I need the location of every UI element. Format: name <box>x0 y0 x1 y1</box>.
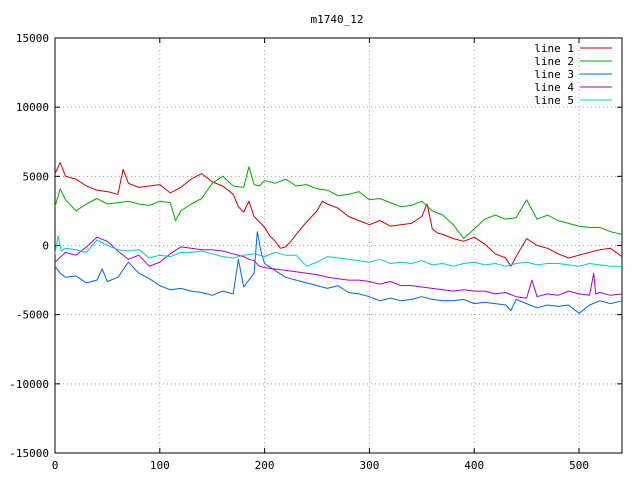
grid-lines <box>55 38 622 453</box>
series-line-3 <box>54 231 623 314</box>
x-tick-label: 500 <box>569 459 589 472</box>
y-tick-label: -5000 <box>16 309 49 322</box>
legend-label-2: line 2 <box>534 55 574 68</box>
legend-label-1: line 1 <box>534 42 574 55</box>
y-tick-label: 5000 <box>23 170 50 183</box>
y-tick-label: 10000 <box>16 101 49 114</box>
x-tick-label: 200 <box>255 459 275 472</box>
x-tick-label: 0 <box>52 459 59 472</box>
series-line-5 <box>54 235 622 267</box>
axes: 0 100 200 300 400 500 -15000 -10000 -5000 0 5000 10… <box>9 32 623 472</box>
legend-label-3: line 3 <box>534 68 574 81</box>
x-tick-label: 400 <box>464 459 484 472</box>
x-tick-label: 100 <box>150 459 170 472</box>
chart-title: m1740_12 <box>311 13 364 26</box>
y-tick-label: -15000 <box>9 447 49 460</box>
series-line-4 <box>54 236 623 299</box>
series-lines <box>54 162 623 314</box>
series-line-1 <box>54 162 623 267</box>
y-tick-label: 0 <box>42 240 49 253</box>
series-line-2 <box>54 166 623 240</box>
y-tick-label: 15000 <box>16 32 49 45</box>
x-tick-label: 300 <box>359 459 379 472</box>
y-tick-label: -10000 <box>9 378 49 391</box>
legend-label-5: line 5 <box>534 94 574 107</box>
legend-label-4: line 4 <box>534 81 574 94</box>
